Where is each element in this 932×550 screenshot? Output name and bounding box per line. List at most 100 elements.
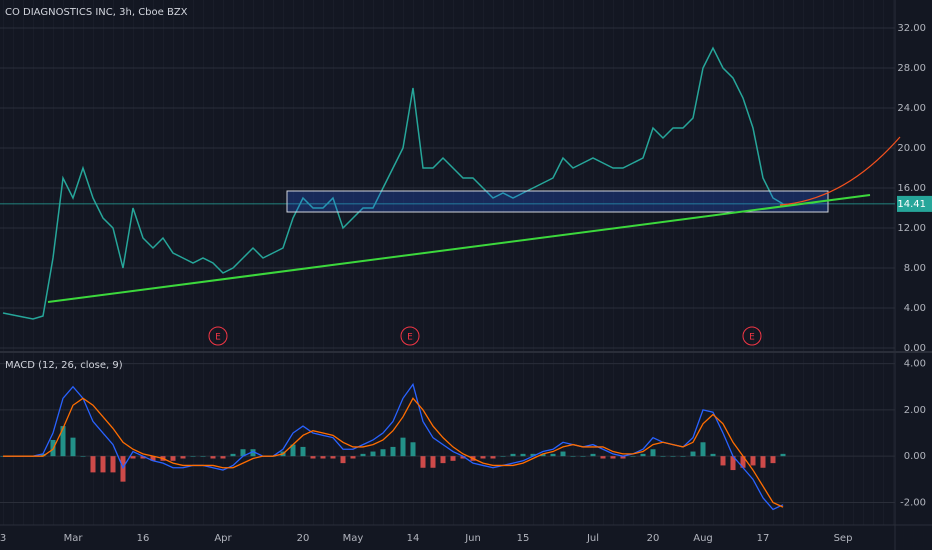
histogram-bar [290, 444, 296, 457]
x-tick-label: Jun [464, 533, 481, 544]
vertical-grid [0, 0, 895, 525]
histogram-bar [240, 449, 246, 457]
histogram-bar [710, 453, 716, 457]
histogram-bar [460, 456, 466, 459]
histogram-bar [360, 453, 366, 457]
histogram-bar [480, 456, 486, 459]
histogram-bar [530, 453, 536, 457]
histogram-bar [420, 456, 426, 468]
projection-curve [779, 136, 901, 206]
y-tick-label: 24.00 [897, 103, 926, 114]
earnings-marker [400, 326, 420, 346]
histogram-bar [250, 449, 256, 457]
histogram-bar [90, 456, 96, 473]
x-tick-label: 20 [297, 533, 310, 544]
histogram-bar [40, 453, 46, 457]
histogram-bar [60, 426, 66, 457]
earnings-label: E [215, 333, 221, 343]
y-tick-label: 8.00 [904, 263, 926, 274]
histogram-bar [640, 453, 646, 457]
histogram-bar [130, 456, 136, 459]
histogram-bar [770, 456, 776, 464]
macd-line [3, 397, 784, 508]
histogram-bar [70, 437, 76, 457]
price-line [2, 46, 784, 320]
last-price-box [897, 195, 932, 212]
histogram-bar [180, 456, 186, 459]
y-tick-label: 4.00 [904, 303, 926, 314]
zone-box [286, 190, 829, 213]
trend-line [47, 194, 871, 303]
histogram-bar [170, 456, 176, 461]
histogram-bar [490, 456, 496, 459]
y-tick-label: 0.00 [904, 451, 926, 462]
x-tick-label: 15 [517, 533, 530, 544]
histogram-bar [150, 456, 156, 461]
histogram-bar [600, 456, 606, 459]
histogram-bar [380, 449, 386, 457]
x-tick-label: Mar [64, 533, 84, 544]
histogram-bar [200, 456, 206, 457]
histogram-bar [390, 446, 396, 457]
histogram-bar [590, 453, 596, 457]
histogram-bar [580, 456, 586, 457]
histogram-bar [370, 451, 376, 457]
x-tick-label: Sep [834, 533, 853, 544]
histogram-bar [80, 456, 86, 457]
histogram-bar [510, 453, 516, 457]
histogram-bar [570, 456, 576, 457]
histogram-bar [330, 456, 336, 459]
x-tick-label: May [343, 533, 364, 544]
x-tick-label: 14 [407, 533, 420, 544]
histogram-bar [610, 456, 616, 459]
histogram-bar [410, 442, 416, 457]
histogram-bar [680, 456, 686, 457]
y-tick-label: 0.00 [904, 343, 926, 354]
histogram-bar [400, 437, 406, 457]
histogram-bar [220, 456, 226, 459]
histogram-bar [730, 456, 736, 471]
histogram-bar [440, 456, 446, 464]
x-tick-label: Apr [214, 533, 232, 544]
histogram-bar [140, 456, 146, 459]
y-tick-label: 2.00 [904, 405, 926, 416]
y-tick-label: 16.00 [897, 183, 926, 194]
x-tick-label: 20 [647, 533, 660, 544]
histogram-bar [430, 456, 436, 468]
histogram-bar [720, 456, 726, 466]
x-tick-label: 16 [137, 533, 150, 544]
histogram-bar [700, 442, 706, 457]
histogram-bar [540, 453, 546, 457]
y-tick-label: -2.00 [900, 497, 926, 508]
histogram-bar [110, 456, 116, 473]
histogram-bar [210, 456, 216, 459]
earnings-marker [208, 326, 228, 346]
histogram-bar [550, 453, 556, 457]
histogram-bar [500, 456, 506, 457]
chart-title: CO DIAGNOSTICS INC, 3h, Cboe BZX [5, 7, 188, 18]
x-tick-label: 3 [0, 533, 6, 544]
earnings-marker [742, 326, 762, 346]
plot-layer [0, 27, 895, 511]
y-tick-label: 20.00 [897, 143, 926, 154]
histogram-bar [320, 456, 326, 459]
histogram-bar [750, 456, 756, 466]
histogram-bar [190, 456, 196, 457]
y-tick-label: 4.00 [904, 359, 926, 370]
x-tick-label: Jul [586, 533, 599, 544]
y-tick-label: 12.00 [897, 223, 926, 234]
histogram-bar [760, 456, 766, 468]
histogram-bar [780, 453, 786, 457]
histogram-bar [560, 451, 566, 457]
histogram-bar [340, 456, 346, 464]
histogram-bar [630, 456, 636, 457]
histogram-bar [350, 456, 356, 459]
indicator-title: MACD (12, 26, close, 9) [5, 360, 123, 371]
earnings-label: E [407, 333, 413, 343]
histogram-bar [670, 456, 676, 457]
histogram-bar [740, 456, 746, 468]
histogram-bar [100, 456, 106, 473]
y-tick-label: 28.00 [897, 63, 926, 74]
